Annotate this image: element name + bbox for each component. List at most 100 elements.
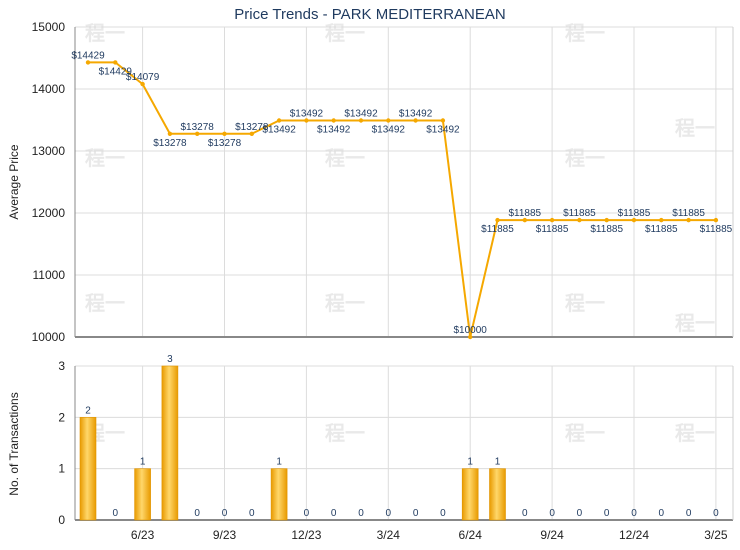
- watermark-text: 程一: [565, 292, 605, 315]
- price-point: [495, 217, 500, 223]
- transaction-data-label: 0: [304, 508, 310, 519]
- transaction-data-label: 0: [577, 508, 583, 519]
- price-point: [249, 131, 254, 136]
- transaction-data-label: 1: [495, 457, 501, 468]
- price-point: [522, 217, 527, 223]
- x-tick-label: 9/23: [213, 528, 237, 542]
- price-series: $14429$14429$14079$13278$13278$13278$132…: [71, 50, 733, 340]
- price-y-tick: 12000: [32, 206, 66, 220]
- transaction-data-label: 0: [549, 508, 555, 519]
- price-data-label: $14079: [126, 72, 160, 83]
- price-point: [549, 217, 555, 223]
- price-data-label: $11885: [481, 224, 514, 235]
- price-point: [276, 118, 282, 123]
- chart-title: Price Trends - PARK MEDITERRANEAN: [234, 6, 506, 23]
- transaction-bars: 2 0 1 3 0 0 0 1 0 0 0 0 0 0 1 1 0 0 0 0 0 0 0 0: [79, 354, 719, 521]
- price-point: [167, 131, 173, 136]
- price-data-label: $13492: [262, 124, 296, 135]
- x-tick-label: 12/24: [619, 528, 649, 542]
- price-data-label: $13278: [153, 138, 187, 149]
- transaction-data-label: 0: [386, 508, 392, 519]
- price-point: [440, 118, 446, 123]
- price-data-label: $11885: [700, 224, 733, 235]
- watermark-text: 程一: [325, 147, 365, 170]
- watermark-text: 程一: [85, 147, 125, 170]
- price-data-label: $13278: [235, 122, 269, 133]
- transaction-y-tick: 1: [58, 462, 65, 476]
- price-data-label: $13492: [372, 124, 406, 135]
- transaction-bar: [489, 468, 506, 521]
- transaction-bar: [161, 365, 179, 521]
- transaction-bar: [270, 468, 288, 521]
- watermark-text: 程一: [675, 117, 715, 140]
- transaction-data-label: 0: [331, 508, 337, 519]
- price-point: [713, 217, 719, 223]
- transaction-y-tick: 3: [58, 359, 65, 373]
- price-point: [331, 118, 336, 123]
- price-point: [686, 217, 691, 223]
- transaction-data-label: 0: [194, 508, 200, 519]
- price-point: [113, 60, 118, 65]
- x-tick-label: 6/24: [459, 528, 483, 542]
- watermark-text: 程一: [675, 422, 715, 445]
- price-data-label: $13278: [208, 138, 242, 149]
- price-point: [631, 217, 637, 223]
- price-point: [140, 81, 145, 87]
- price-data-label: $11885: [536, 224, 569, 235]
- price-gridlines: [75, 26, 733, 338]
- transaction-data-label: 1: [467, 457, 473, 468]
- transaction-bar: [461, 468, 479, 521]
- price-data-label: $13278: [181, 122, 215, 133]
- transaction-data-label: 2: [85, 405, 91, 416]
- x-tick-label: 3/25: [704, 528, 728, 542]
- transaction-data-label: 0: [413, 508, 419, 519]
- transaction-bar: [134, 468, 151, 521]
- price-data-label: $14429: [71, 50, 105, 61]
- price-data-label: $13492: [426, 124, 460, 135]
- price-data-label: $13492: [399, 108, 433, 119]
- x-tick-label: 12/23: [291, 528, 321, 542]
- watermark-text: 程一: [85, 292, 125, 315]
- price-y-tick: 14000: [32, 82, 66, 96]
- x-tick-label: 6/23: [131, 528, 155, 542]
- price-data-label: $14429: [99, 66, 133, 77]
- price-y-tick: 15000: [32, 20, 66, 34]
- watermark-text: 程一: [565, 147, 605, 170]
- price-data-label: $13492: [317, 124, 351, 135]
- price-y-tick: 13000: [32, 144, 66, 158]
- price-data-label: $11885: [563, 208, 596, 219]
- transaction-data-label: 0: [686, 508, 692, 519]
- price-data-label: $11885: [645, 224, 678, 235]
- watermark-text: 程一: [675, 312, 715, 335]
- price-point: [604, 217, 609, 223]
- price-point: [304, 118, 309, 123]
- watermark-text: 程一: [325, 422, 365, 445]
- price-axis-label: Average Price: [7, 144, 21, 219]
- x-tick-label: 9/24: [540, 528, 564, 542]
- transaction-y-tick: 2: [58, 410, 65, 424]
- watermark-text: 程一: [85, 22, 125, 45]
- transactions-axis-label: No. of Transactions: [7, 392, 21, 495]
- price-data-label: $11885: [590, 224, 623, 235]
- transaction-bar: [79, 417, 97, 521]
- price-y-tick: 10000: [32, 330, 66, 344]
- price-data-label: $10000: [454, 325, 488, 336]
- price-y-tick: 11000: [33, 268, 66, 282]
- transaction-data-label: 0: [440, 508, 446, 519]
- transaction-data-label: 0: [631, 508, 637, 519]
- price-data-label: $13492: [344, 108, 378, 119]
- price-point: [85, 60, 91, 65]
- transaction-data-label: 0: [713, 508, 719, 519]
- axes: [74, 27, 734, 521]
- price-point: [413, 118, 418, 123]
- transaction-data-label: 0: [604, 508, 610, 519]
- transaction-data-label: 0: [222, 508, 228, 519]
- price-point: [659, 217, 664, 223]
- transaction-data-label: 1: [140, 457, 146, 468]
- watermark-text: 程一: [565, 422, 605, 445]
- price-data-label: $11885: [508, 208, 541, 219]
